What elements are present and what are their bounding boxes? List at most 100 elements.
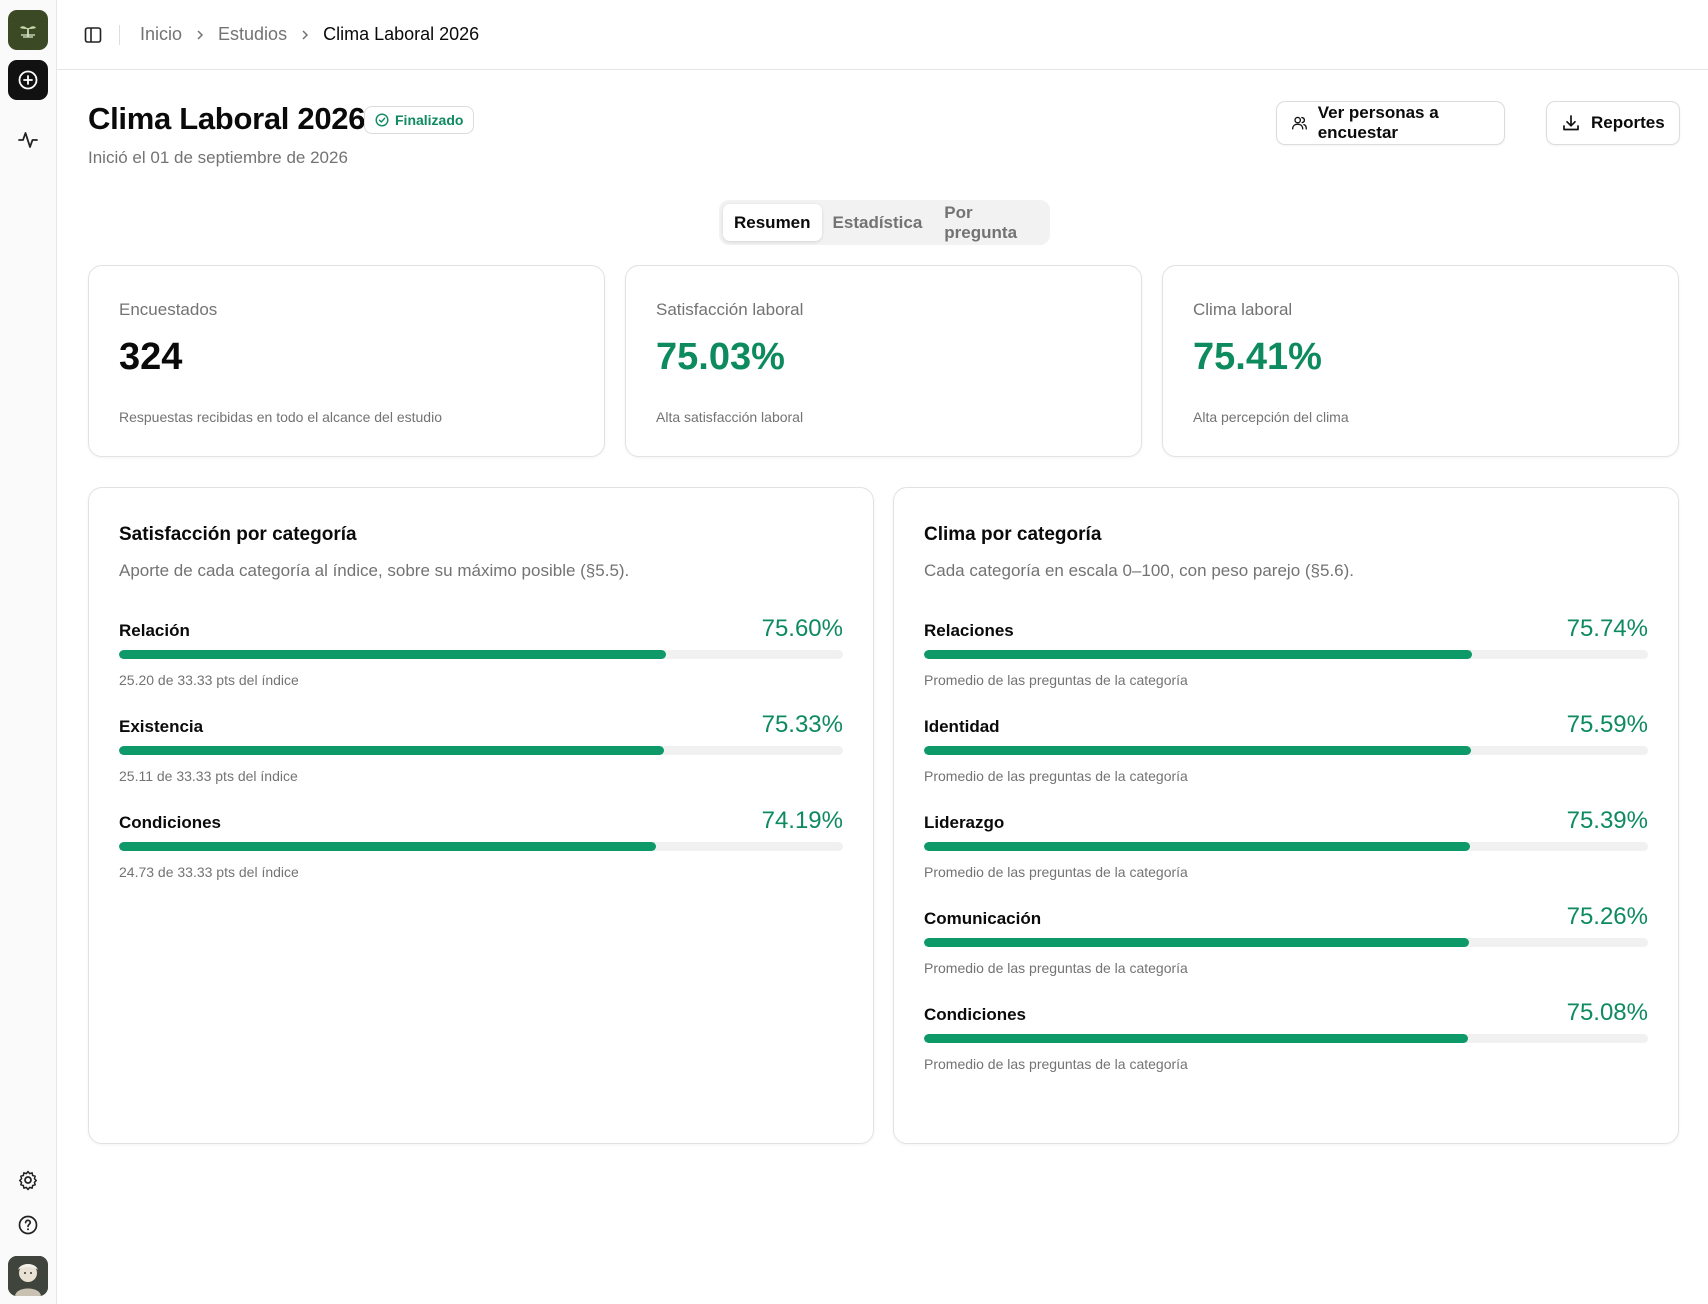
card-subtitle: Cada categoría en escala 0–100, con peso…	[924, 561, 1355, 580]
category-row: Relaciones 75.74% Promedio de las pregunta…	[924, 615, 1648, 705]
top-bar: Inicio Estudios Clima Laboral 2026	[57, 0, 1708, 70]
new-study-button[interactable]	[8, 60, 48, 100]
card-subtitle: Aporte de cada categoría al índice, sobr…	[119, 561, 630, 580]
category-name: Condiciones	[924, 1005, 1027, 1024]
stat-description: Respuestas recibidas en todo el alcance …	[119, 409, 442, 425]
category-note: Promedio de las preguntas de la categorí…	[924, 768, 1188, 784]
progress-fill	[924, 650, 1473, 659]
stat-value: 324	[119, 336, 183, 378]
stat-value: 75.41%	[1193, 336, 1322, 378]
category-note: Promedio de las preguntas de la categorí…	[924, 672, 1188, 688]
breadcrumb-current: Clima Laboral 2026	[323, 24, 480, 44]
view-tabs: Resumen Estadística Por pregunta	[719, 200, 1050, 245]
breadcrumb-studies[interactable]: Estudios	[218, 24, 288, 44]
progress-track	[924, 842, 1648, 851]
users-icon	[1292, 116, 1307, 130]
breadcrumb-home[interactable]: Inicio	[140, 24, 183, 44]
user-avatar[interactable]	[8, 1256, 48, 1296]
tab-by-question[interactable]: Por pregunta	[944, 202, 1018, 242]
status-label: Finalizado	[395, 112, 464, 128]
category-name: Existencia	[119, 717, 204, 736]
sidebar-toggle-button[interactable]	[79, 21, 107, 49]
activity-icon	[18, 132, 38, 148]
category-note: 25.20 de 33.33 pts del índice	[119, 672, 299, 688]
category-percent: 75.74%	[1566, 615, 1648, 642]
progress-track	[924, 938, 1648, 947]
stat-description: Alta percepción del clima	[1193, 409, 1349, 425]
card-title: Clima por categoría	[924, 524, 1102, 545]
progress-fill	[119, 650, 667, 659]
category-percent: 75.60%	[761, 615, 843, 642]
stat-label: Satisfacción laboral	[656, 300, 804, 319]
category-row: Comunicación 75.26% Promedio de las pregun…	[924, 903, 1648, 993]
stat-value: 75.03%	[656, 336, 785, 378]
progress-track	[924, 746, 1648, 755]
view-people-label: Ver personas a encuestar	[1317, 103, 1439, 142]
panel-left-icon	[84, 26, 102, 43]
satisfaction-by-category-card: Satisfacción por categoría Aporte de cad…	[88, 487, 874, 1144]
view-people-button[interactable]: Ver personas a encuestar	[1276, 101, 1505, 145]
progress-fill	[119, 842, 657, 851]
progress-track	[924, 650, 1648, 659]
progress-track	[119, 650, 843, 659]
reports-label: Reportes	[1591, 113, 1665, 132]
progress-fill	[924, 746, 1472, 755]
reports-button[interactable]: Reportes	[1546, 101, 1680, 145]
chevron-right-icon	[194, 29, 206, 41]
category-row: Existencia 75.33% 25.11 de 33.33 pts del í…	[119, 711, 843, 801]
category-name: Liderazgo	[924, 813, 1005, 832]
tab-statistics[interactable]: Estadística	[832, 212, 923, 232]
category-name: Condiciones	[119, 813, 222, 832]
climate-by-category-card: Clima por categoría Cada categoría en es…	[893, 487, 1679, 1144]
help-button[interactable]	[8, 1205, 48, 1245]
stat-card-climate: Clima laboral 75.41% Alta percepción del…	[1162, 265, 1679, 457]
category-percent: 75.26%	[1566, 903, 1648, 930]
download-icon	[1563, 115, 1579, 131]
stat-label: Encuestados	[119, 300, 218, 319]
status-badge: Finalizado	[364, 106, 475, 134]
progress-fill	[924, 1034, 1468, 1043]
check-circle-icon	[375, 113, 389, 127]
category-percent: 75.59%	[1566, 711, 1648, 738]
progress-fill	[924, 842, 1470, 851]
category-percent: 75.08%	[1566, 999, 1648, 1026]
gear-icon	[18, 1170, 38, 1191]
settings-button[interactable]	[8, 1160, 48, 1200]
progress-track	[119, 746, 843, 755]
category-row: Condiciones 74.19% 24.73 de 33.33 pts del …	[119, 807, 843, 897]
category-percent: 74.19%	[761, 807, 843, 834]
tab-summary[interactable]: Resumen	[723, 204, 822, 241]
category-name: Relación	[119, 621, 190, 640]
category-percent: 75.33%	[761, 711, 843, 738]
category-name: Relaciones	[924, 621, 1014, 640]
category-note: 25.11 de 33.33 pts del índice	[119, 768, 298, 784]
stat-description: Alta satisfacción laboral	[656, 409, 804, 425]
avatar-portrait-icon	[8, 1256, 48, 1296]
main-panel: Inicio Estudios Clima Laboral 2026 Clima…	[57, 0, 1708, 1304]
category-note: Promedio de las preguntas de la categorí…	[924, 864, 1188, 880]
category-note: 24.73 de 33.33 pts del índice	[119, 864, 299, 880]
category-percent: 75.39%	[1566, 807, 1648, 834]
category-note: Promedio de las preguntas de la categorí…	[924, 1056, 1188, 1072]
start-date: Inició el 01 de septiembre de 2026	[88, 148, 348, 167]
chevron-right-icon	[299, 29, 311, 41]
progress-fill	[119, 746, 665, 755]
progress-track	[119, 842, 843, 851]
activity-button[interactable]	[8, 120, 48, 160]
stat-label: Clima laboral	[1193, 300, 1293, 319]
card-title: Satisfacción por categoría	[119, 524, 357, 545]
category-row: Relación 75.60% 25.20 de 33.33 pts del índ…	[119, 615, 843, 705]
category-note: Promedio de las preguntas de la categorí…	[924, 960, 1188, 976]
toolbar-divider	[119, 24, 120, 45]
category-row: Liderazgo 75.39% Promedio de las preguntas…	[924, 807, 1648, 897]
stat-card-respondents: Encuestados 324 Respuestas recibidas en …	[88, 265, 605, 457]
category-name: Comunicación	[924, 909, 1042, 928]
progress-track	[924, 1034, 1648, 1043]
sprout-logo-icon	[20, 26, 36, 38]
plus-circle-icon	[18, 70, 38, 90]
sidebar-rail	[0, 0, 57, 1304]
category-row: Identidad 75.59% Promedio de las preguntas…	[924, 711, 1648, 801]
progress-fill	[924, 938, 1469, 947]
page-title: Clima Laboral 2026	[88, 101, 366, 136]
app-logo[interactable]	[8, 10, 48, 50]
